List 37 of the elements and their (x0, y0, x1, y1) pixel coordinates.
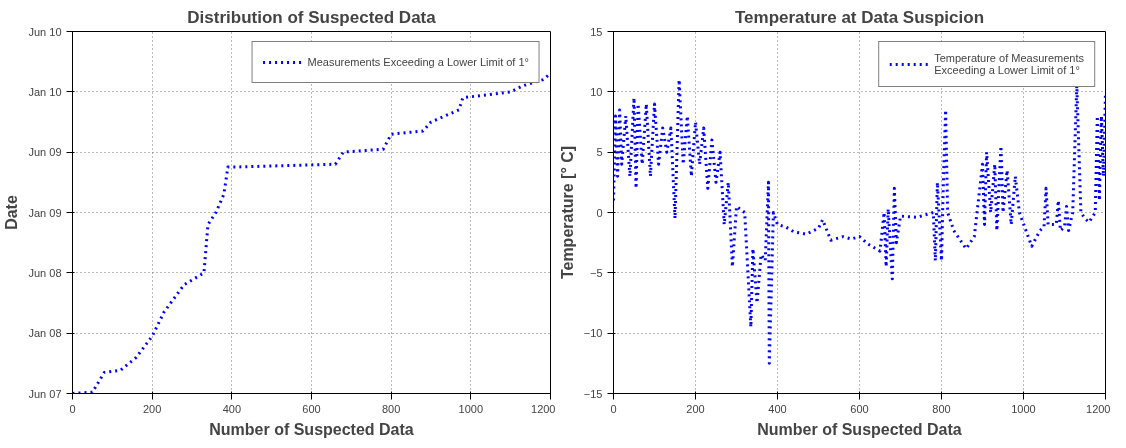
y-tick-label: 10 (590, 85, 603, 98)
legend-label: Temperature of Measurements Exceeding a Lower Limit of 1° (934, 52, 1084, 76)
chart-title: Distribution of Suspected Data (187, 7, 437, 27)
x-tick-label: 600 (850, 402, 869, 415)
text: Jun 08 (28, 266, 62, 279)
text: Jun 10 (28, 25, 62, 38)
x-tick-label: 0 (610, 402, 617, 415)
text: Jun 07 (28, 387, 62, 400)
y-axis-title: Date (3, 195, 21, 230)
legend-label: Measurements Exceeding a Lower Limit of 1° (307, 56, 529, 68)
x-tick-label: 800 (932, 402, 951, 415)
x-tick-label: 800 (381, 402, 401, 415)
x-tick-label: 600 (302, 402, 321, 415)
text: Jan 08 (28, 327, 62, 340)
x-tick-label: 400 (768, 402, 787, 415)
text: Jan 10 (28, 85, 62, 98)
x-tick-label: 1200 (531, 402, 556, 415)
line-series (613, 78, 1106, 365)
y-tick-label: −15 (583, 387, 603, 400)
y-axis-title: Temperature [° C] (558, 145, 576, 280)
x-tick-label: 1000 (458, 402, 484, 415)
y-tick-label: 5 (596, 146, 603, 159)
text: Jan 09 (28, 206, 62, 219)
x-tick-label: 0 (69, 402, 76, 415)
x-axis-title: Number of Suspected Data (757, 420, 962, 438)
chart-title: Temperature at Data Suspicion (734, 7, 985, 27)
y-tick-label: 15 (590, 25, 603, 38)
x-tick-label: 1000 (1011, 402, 1036, 415)
x-tick-label: 200 (142, 402, 162, 415)
x-tick-label: 200 (686, 402, 705, 415)
y-tick-label: −5 (589, 266, 603, 279)
text: Jun 09 (28, 146, 62, 159)
x-axis-title: Number of Suspected Data (209, 420, 414, 438)
y-tick-label: 0 (596, 206, 603, 219)
y-tick-label: −10 (583, 327, 603, 340)
x-tick-label: 400 (222, 402, 242, 415)
x-tick-label: 1200 (1086, 402, 1111, 415)
